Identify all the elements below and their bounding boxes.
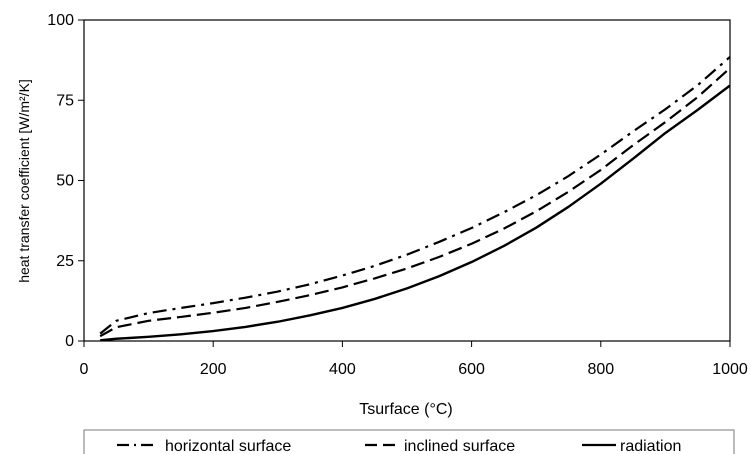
x-tick-label-2: 400 xyxy=(329,361,356,378)
legend-label-radiation: radiation xyxy=(620,438,681,454)
x-axis-label: Tsurface (°C) xyxy=(359,401,453,418)
y-tick-label-1: 25 xyxy=(56,253,74,270)
x-axis-ticks: 0 200 400 600 800 1000 xyxy=(80,341,748,378)
y-axis-label: heat transfer coefficient [W/m²/K] xyxy=(16,79,32,283)
x-tick-label-0: 0 xyxy=(80,361,89,378)
legend: horizontal surface inclined surface radi… xyxy=(83,429,735,454)
y-tick-label-3: 75 xyxy=(56,92,74,109)
legend-box xyxy=(83,429,735,454)
plot-frame xyxy=(83,19,731,342)
series-line-horizontal-surface xyxy=(99,56,731,335)
y-axis-ticks: 0 25 50 75 100 xyxy=(47,12,84,350)
x-tick-label-5: 1000 xyxy=(712,361,748,378)
series-line-inclined-surface xyxy=(99,67,731,338)
y-tick-label-4: 100 xyxy=(47,12,74,29)
legend-label-horizontal-surface: horizontal surface xyxy=(165,438,291,454)
x-tick-label-4: 800 xyxy=(587,361,614,378)
x-tick-label-1: 200 xyxy=(200,361,227,378)
y-tick-label-0: 0 xyxy=(65,333,74,350)
series-line-radiation xyxy=(100,84,731,342)
x-tick-label-3: 600 xyxy=(458,361,485,378)
y-tick-label-2: 50 xyxy=(56,173,74,190)
legend-label-inclined-surface: inclined surface xyxy=(404,438,515,454)
series-layer xyxy=(99,56,731,342)
